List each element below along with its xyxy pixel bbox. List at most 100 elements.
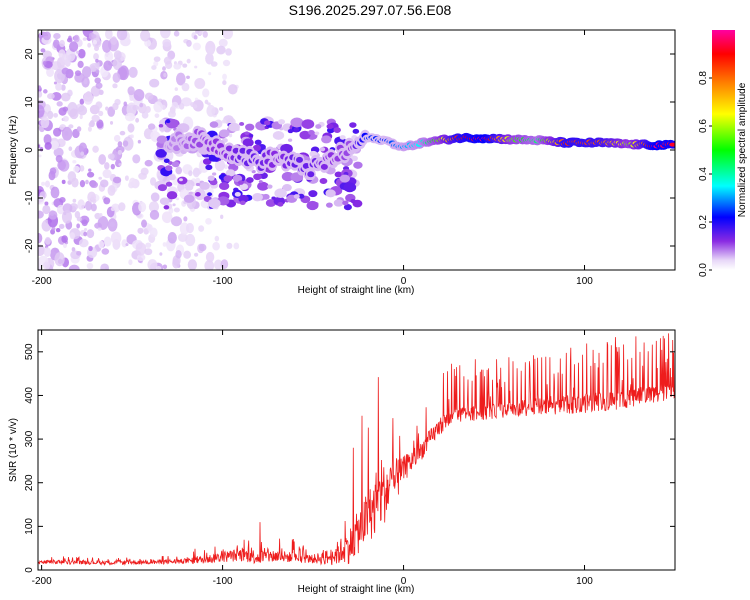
noise-speck (198, 243, 207, 252)
spectrogram-xtick-label: -100 (213, 276, 233, 287)
noise-speck (141, 219, 147, 228)
noise-speck (129, 95, 134, 102)
energy-blob (188, 191, 193, 195)
energy-blob (165, 181, 173, 187)
noise-speck (179, 102, 185, 110)
energy-blob (274, 188, 287, 199)
energy-blob (228, 122, 240, 132)
noise-speck (39, 146, 44, 152)
spectrogram-marks (38, 30, 675, 270)
noise-speck (105, 30, 113, 40)
noise-speck (136, 254, 146, 262)
noise-speck (117, 149, 123, 155)
noise-speck (77, 105, 88, 116)
energy-blob (234, 191, 241, 197)
noise-speck (107, 185, 116, 196)
energy-blob (249, 134, 254, 138)
noise-speck (82, 66, 92, 78)
noise-speck (213, 259, 223, 270)
noise-speck (91, 114, 100, 122)
noise-speck (161, 211, 173, 224)
noise-speck (48, 210, 58, 220)
noise-speck (205, 52, 214, 65)
noise-speck (89, 181, 99, 189)
noise-speck (77, 199, 85, 210)
energy-blob (207, 192, 213, 197)
snr-xlabel: Height of straight line (km) (298, 584, 415, 595)
noise-speck (207, 47, 215, 56)
noise-speck (42, 204, 51, 215)
noise-speck (59, 39, 65, 48)
colorbar-tick-label: 0.2 (698, 215, 709, 229)
noise-speck (185, 222, 194, 234)
noise-speck (56, 204, 65, 215)
noise-speck (129, 177, 136, 187)
noise-speck (83, 151, 88, 156)
energy-blob (343, 182, 357, 193)
noise-speck (214, 235, 220, 242)
energy-blob (326, 123, 334, 130)
colorbar-gradient (712, 30, 735, 270)
noise-speck (204, 260, 215, 270)
noise-speck (68, 41, 79, 52)
noise-speck (38, 232, 43, 244)
noise-speck (76, 50, 80, 54)
noise-speck (68, 124, 74, 129)
noise-speck (102, 169, 112, 179)
energy-blob (209, 121, 219, 128)
spectrogram-x-ticks: -200 -100 0 100 (32, 30, 593, 287)
noise-speck (102, 39, 112, 53)
noise-speck (144, 159, 153, 167)
noise-speck (98, 176, 103, 180)
noise-speck (216, 45, 226, 55)
noise-speck (149, 78, 160, 88)
ridge-core (196, 141, 204, 148)
noise-speck (66, 37, 73, 43)
noise-speck (92, 34, 97, 39)
noise-speck (86, 171, 95, 178)
noise-speck (222, 73, 227, 81)
noise-speck (58, 223, 65, 229)
noise-speck (94, 77, 101, 84)
noise-speck (124, 175, 129, 181)
noise-speck (76, 250, 82, 256)
noise-speck (109, 121, 114, 125)
noise-speck (116, 30, 128, 41)
colorbar-tick-label: 0.8 (698, 71, 709, 85)
energy-blob (254, 139, 262, 145)
noise-speck (127, 86, 135, 96)
noise-speck (107, 54, 113, 59)
noise-speck (73, 165, 80, 173)
snr-xtick-label: -100 (213, 576, 233, 587)
ridge-core (669, 142, 675, 147)
energy-blob (301, 119, 315, 129)
noise-speck (40, 116, 50, 129)
noise-speck (118, 202, 126, 212)
noise-speck (104, 162, 110, 170)
noise-speck (163, 72, 167, 78)
noise-speck (44, 142, 52, 150)
energy-blob (252, 144, 262, 152)
ridge-core (239, 147, 247, 154)
noise-speck (95, 61, 100, 68)
noise-speck (205, 251, 215, 263)
ridge-core (302, 163, 310, 170)
noise-speck (192, 42, 201, 51)
noise-speck (61, 210, 72, 224)
noise-speck (44, 180, 50, 188)
noise-speck (46, 67, 55, 78)
noise-speck (133, 89, 145, 102)
noise-speck (173, 63, 182, 70)
energy-blob (156, 135, 168, 144)
noise-speck (137, 227, 144, 234)
energy-blob (237, 180, 244, 185)
noise-speck (175, 250, 182, 259)
energy-blob (225, 169, 236, 177)
noise-speck (154, 113, 160, 118)
noise-speck (162, 66, 166, 71)
noise-speck (103, 60, 113, 71)
energy-blob (199, 181, 210, 190)
noise-speck (69, 108, 79, 120)
noise-speck (51, 92, 62, 101)
